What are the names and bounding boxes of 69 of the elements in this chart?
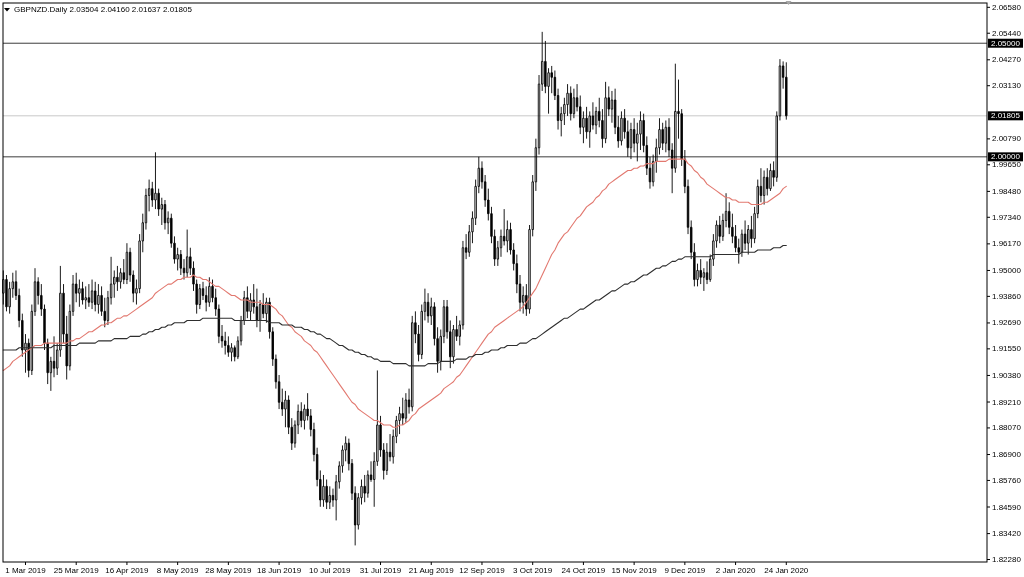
x-tick-label: 25 Mar 2019: [53, 566, 100, 575]
candlestick: [81, 281, 84, 305]
x-tick-label: 31 Jul 2019: [359, 566, 402, 575]
candlestick: [185, 229, 189, 278]
y-tick-label: 1.93860: [992, 291, 1022, 301]
candlestick: [5, 274, 8, 312]
y-tick-label: 1.85760: [992, 475, 1022, 485]
y-tick-label: 1.95000: [992, 265, 1022, 275]
x-tick-label: 2 Jan 2020: [715, 566, 756, 575]
candlestick: [227, 335, 230, 358]
candlestick: [769, 163, 772, 192]
x-tick-label: 24 Jan 2020: [764, 566, 809, 575]
candlestick: [97, 283, 100, 315]
candlestick: [255, 288, 259, 328]
line-series: [2, 158, 787, 428]
candlestick: [718, 215, 721, 244]
candlestick: [322, 474, 325, 508]
x-tick-label: 18 Jun 2019: [257, 566, 302, 575]
candlestick: [569, 85, 572, 121]
candlestick: [661, 122, 664, 151]
candlestick: [87, 283, 91, 308]
x-tick-label: 21 Aug 2019: [408, 566, 455, 575]
y-tick-label: 1.96170: [992, 239, 1022, 249]
y-tick-label: 1.89210: [992, 397, 1022, 407]
y-tick-label: 1.91550: [992, 344, 1022, 354]
chart-title: GBPNZD.Daily 2.03504 2.04160 2.01637 2.01805: [14, 5, 193, 14]
y-tick-label: 2.06580: [992, 2, 1022, 12]
y-tick-label: 1.90380: [992, 370, 1022, 380]
y-tick-label: 1.98480: [992, 186, 1022, 196]
x-tick-label: 1 Mar 2019: [5, 566, 47, 575]
candlestick: [208, 276, 211, 308]
y-tick-label: 1.88070: [992, 423, 1022, 433]
candlestick: [426, 292, 430, 324]
x-tick-label: 12 Sep 2019: [459, 566, 506, 575]
ref-line-label: 2.05000: [991, 38, 1021, 48]
x-tick-label: 15 Nov 2019: [611, 566, 658, 575]
y-tick-label: 2.05440: [992, 28, 1022, 38]
line-series: [2, 244, 787, 367]
candlestick: [411, 315, 414, 412]
ref-line-label: 2.01805: [991, 111, 1021, 121]
candlestick: [84, 285, 87, 310]
y-tick-label: 1.86900: [992, 450, 1022, 460]
y-tick-label: 2.03130: [992, 81, 1022, 91]
x-tick-label: 16 Apr 2019: [105, 566, 150, 575]
x-tick-label: 9 Dec 2019: [664, 566, 706, 575]
x-tick-label: 28 May 2019: [205, 566, 253, 575]
candlestick: [785, 61, 788, 121]
y-tick-label: 1.82280: [992, 555, 1022, 564]
candlestick: [363, 474, 366, 503]
y-tick-label: 1.97340: [992, 212, 1022, 222]
candlestick: [198, 283, 202, 310]
x-tick-label: 3 Oct 2019: [513, 566, 553, 575]
x-tick-label: 10 Jul 2019: [309, 566, 352, 575]
candlestick: [179, 249, 183, 276]
x-tick-label: 8 May 2019: [156, 566, 200, 575]
candlestick: [664, 120, 668, 153]
candlestick: [325, 479, 328, 510]
candlestick: [163, 199, 167, 230]
candlestick: [620, 110, 623, 146]
y-tick-label: 1.92690: [992, 318, 1022, 328]
y-tick-label: 2.04270: [992, 55, 1022, 65]
y-tick-label: 1.83420: [992, 529, 1022, 539]
x-tick-label: 24 Oct 2019: [561, 566, 606, 575]
y-tick-label: 2.00790: [992, 134, 1022, 144]
candlestick: [94, 281, 97, 312]
candlestick: [604, 81, 607, 144]
ref-line-label: 2.00000: [991, 152, 1021, 162]
y-tick-label: 1.84590: [992, 502, 1022, 512]
y-tick-label: 1.99650: [992, 160, 1022, 170]
